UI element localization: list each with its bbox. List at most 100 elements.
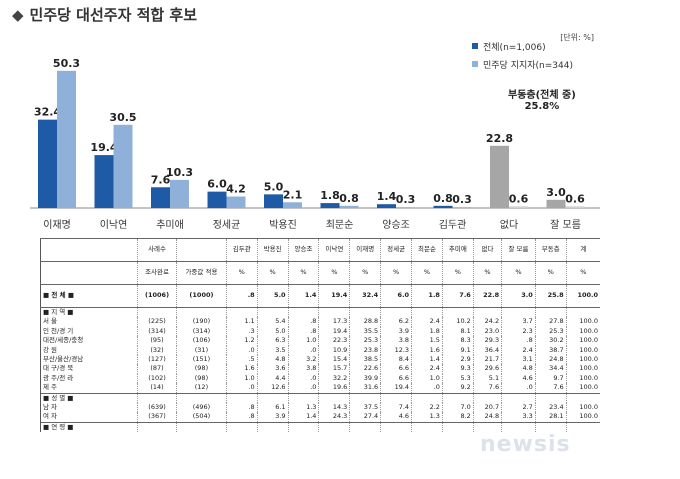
table-row: ■ 전 체 ■ (1006) (1000) .8 5.0 1.4 19.4 32.4 6.0 1.…: [40, 284, 600, 308]
table-cell: 6.0: [380, 284, 412, 308]
table-cell: 35.5: [349, 326, 381, 337]
header-cell: 이낙연: [318, 238, 350, 262]
table-cell: 17.3: [318, 317, 350, 327]
undecided-callout: 부동층(전체 중) 25.8%: [508, 86, 576, 112]
table-cell: (106): [176, 336, 227, 346]
table-cell: 8.2: [441, 412, 474, 423]
table-cell: (87): [136, 364, 177, 374]
table-cell: 10.2: [441, 317, 474, 327]
table-cell: .3: [225, 326, 258, 337]
table-cell: 1.2: [225, 336, 258, 346]
table-cell: 32.2: [318, 373, 350, 384]
data-label-박용진-supporters: 2.1: [283, 188, 303, 201]
table-cell: 3.1: [501, 355, 536, 365]
table-cell: 14.3: [318, 403, 350, 413]
subheader-cell: %: [441, 261, 474, 285]
data-label-이재명-supporters: 50.3: [53, 57, 80, 70]
table-cell: 6.1: [256, 403, 289, 413]
table-row: 강 원 (32) (31) .0 3.5.0 10.9 23.8 12.3 1.6 9.1 36.4…: [40, 345, 600, 356]
table-cell: [176, 392, 227, 404]
table-cell: .0: [411, 383, 443, 394]
subheader-cell: 가중값 적용: [176, 261, 227, 285]
subheader-cell: %: [256, 261, 289, 285]
table-cell: 3.8: [380, 336, 412, 346]
table-cell: 23.0: [472, 326, 502, 337]
tick-label-잘 모름: 잘 모름: [550, 219, 581, 231]
table-cell: [225, 392, 258, 404]
table-cell: .8: [225, 403, 258, 413]
table-cell: (225): [136, 317, 177, 327]
bar-김두관-all: [433, 205, 453, 208]
table-cell: (31): [176, 345, 227, 356]
table-cell: (190): [176, 317, 227, 327]
table-cell: 100.0: [565, 373, 600, 384]
table-cell: 1.4: [287, 412, 319, 423]
data-label-정세균-all: 6.0: [207, 178, 227, 191]
table-row: 서 울 (225) (190) 1.1 5.4.8 17.3 28.8 6.2 2.4 10.2 2…: [40, 317, 600, 327]
table-cell: (496): [176, 403, 227, 413]
table-cell: [256, 392, 289, 404]
table-row: 대전/세종/충청 (95) (106) 1.2 6.3 1.0 22.3 25.3 3.8 1.5…: [40, 336, 600, 346]
table-row: 광 주/전 라 (102) (98) 1.0 4.4.0 32.2 39.9 6.6 1.0 5.…: [40, 373, 600, 384]
table-cell: 5.4: [256, 317, 289, 327]
table-cell: [411, 421, 443, 433]
table-cell: [349, 392, 381, 404]
table-cell: 9.7: [534, 373, 567, 384]
table-cell: (367): [136, 412, 177, 423]
table-cell: 8.3: [441, 336, 474, 346]
table-cell: 100.0: [565, 326, 600, 337]
tick-label-정세균: 정세균: [213, 219, 241, 231]
bar-chart: 32.4 50.3 이재명 19.4 30.5 이낙연 7.610.3 추미애 6.0 4.2 정세…: [30, 57, 600, 231]
data-label-잘 모름-all: 3.0: [546, 186, 566, 199]
legend-swatch-supporters: [472, 61, 478, 67]
table-cell: 5.0: [256, 284, 289, 308]
data-label-이재명-all: 32.4: [34, 106, 61, 119]
table-subheader-row: 조사완료 가중값 적용%%%%%%%%%%%%: [40, 261, 600, 285]
table-cell: 27.4: [349, 412, 381, 423]
table-cell: 3.0: [501, 284, 536, 308]
table-cell: 6.6: [380, 373, 412, 384]
tick-label-김두관: 김두관: [439, 219, 467, 231]
table-cell: [136, 392, 177, 404]
table-cell: 1.4: [287, 284, 319, 308]
header-cell: 박용진: [256, 238, 289, 262]
row-label: ■ 지 역 ■: [40, 307, 138, 318]
row-label: 부산/울산/경남: [40, 355, 138, 365]
table-cell: 9.1: [441, 345, 474, 356]
bar-최문순-all: [320, 203, 340, 208]
table-cell: (32): [136, 345, 177, 356]
table-cell: 38.7: [534, 345, 567, 356]
undecided-value: 25.8%: [524, 101, 560, 112]
table-cell: [225, 421, 258, 433]
table-cell: 4.6: [380, 412, 412, 423]
table-row: ■ 연 령 ■: [40, 421, 600, 433]
table-cell: [534, 421, 567, 433]
table-cell: 25.3: [534, 326, 567, 337]
table-cell: [225, 307, 258, 318]
table-cell: 19.6: [318, 383, 350, 394]
data-label-김두관-all: 0.8: [433, 192, 453, 205]
chart-title-text: 민주당 대선주자 적합 후보: [29, 6, 198, 24]
bar-잘 모름-all: [546, 199, 566, 208]
table-cell: 2.4: [411, 364, 443, 374]
data-label-최문순-all: 1.8: [320, 189, 340, 202]
header-cell: [176, 238, 227, 262]
data-label-정세균-supporters: 4.2: [226, 183, 246, 196]
table-cell: 2.7: [501, 403, 536, 413]
table-row: 제 주 (14) (12) .0 12.6.0 19.6 31.6 19.4.0 9.2 7.6.…: [40, 383, 600, 394]
row-label: 강 원: [40, 345, 138, 356]
table-cell: 31.6: [349, 383, 381, 394]
table-cell: 29.3: [472, 336, 502, 346]
header-cell: 김두관: [225, 238, 258, 262]
table-row: 남 자 (639) (496) .8 6.1 1.3 14.3 37.5 7.4 2.2 7.0 20…: [40, 403, 600, 413]
table-cell: 3.9: [256, 412, 289, 423]
table-cell: 5.3: [441, 373, 474, 384]
table-cell: 19.4: [380, 383, 412, 394]
subheader-cell-blank: [40, 261, 138, 285]
subheader-cell: %: [349, 261, 381, 285]
header-cell: 없다: [472, 238, 502, 262]
table-cell: 5.1: [472, 373, 502, 384]
data-label-이낙연-all: 19.4: [90, 141, 117, 154]
table-cell: 5.0: [256, 326, 289, 337]
table-cell: 25.3: [349, 336, 381, 346]
